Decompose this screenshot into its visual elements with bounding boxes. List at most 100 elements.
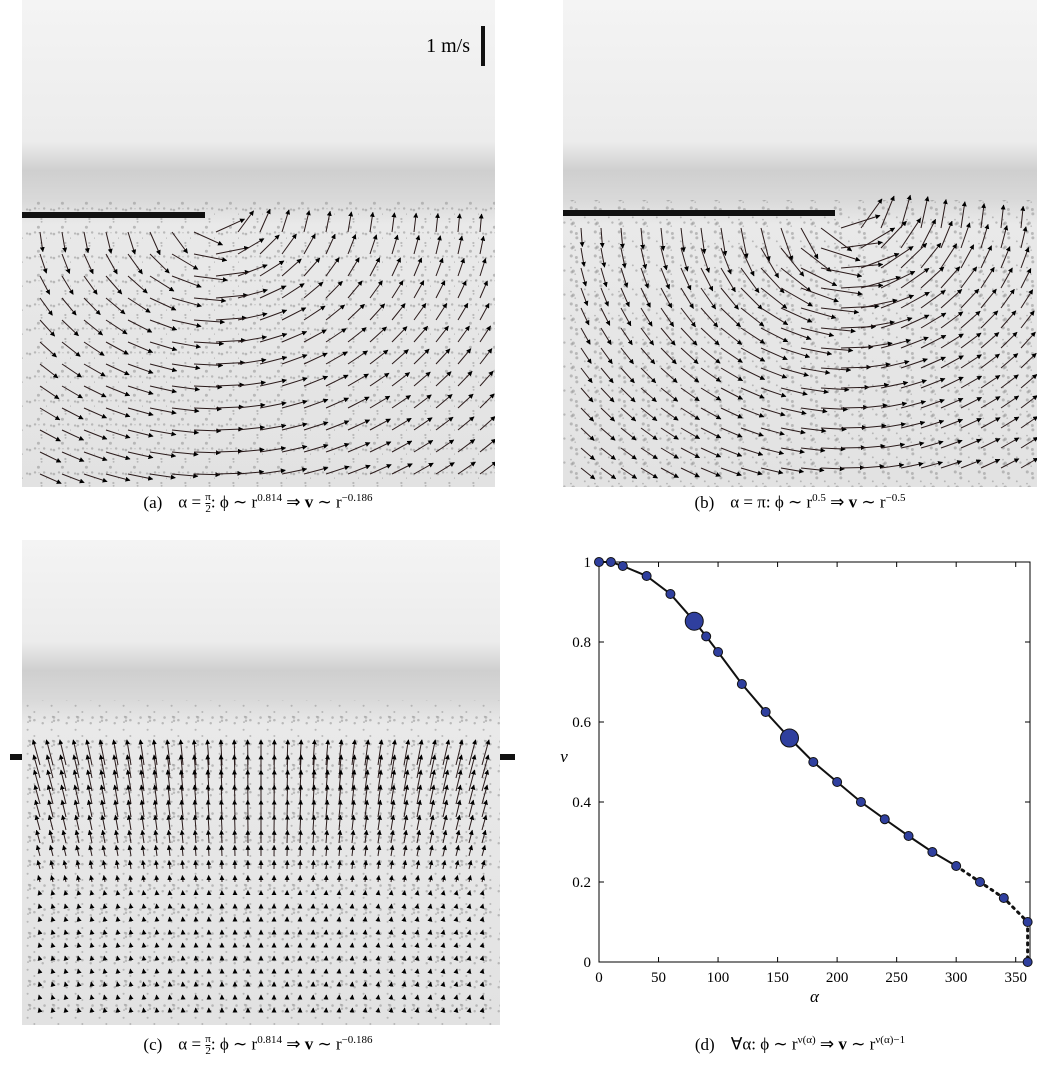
flow-arrow [179,829,185,844]
flow-arrow [620,427,637,441]
flow-arrow [920,242,942,269]
flow-arrow [479,348,493,365]
flow-arrow [453,955,459,961]
point [594,557,604,567]
flow-arrow [325,210,332,233]
flow-arrow [39,231,45,253]
flow-arrow [39,319,56,337]
flow-arrow [171,319,202,328]
flow-arrow [1000,437,1020,449]
flow-arrow [73,799,80,818]
flow-arrow [435,416,454,431]
point [736,679,747,689]
flow-arrow [127,363,154,374]
flow-arrow [440,942,446,948]
flow-arrow [1000,310,1017,329]
flow-arrow [113,814,119,831]
flow-arrow [940,397,964,409]
flow-arrow [127,859,133,870]
flow-arrow [1000,374,1019,389]
flow-arrow [362,981,368,987]
flow-arrow [620,347,634,365]
flow-arrow [100,799,106,818]
flow-arrow [281,209,291,233]
flow-arrow [457,439,476,453]
flow-arrow [39,275,51,295]
flow-arrow [860,423,887,429]
flow-arrow [58,739,67,766]
flow-arrow [680,447,701,459]
flow-arrow [760,367,788,379]
flow-arrow [128,875,134,883]
flow-arrow [427,916,433,922]
flow-arrow [298,799,304,818]
flow-arrow [455,799,462,818]
caption-text: ⇒ [815,1034,839,1054]
flow-arrow [36,875,42,883]
flow-arrow [259,260,285,277]
flow-arrow [403,829,408,844]
flow-arrow [323,859,329,870]
flow-arrow [325,280,343,299]
flow-arrow [76,929,82,935]
flow-arrow [780,307,813,323]
flow-arrow [61,829,67,844]
flow-arrow [102,968,108,974]
flow-arrow [740,247,755,277]
flow-arrow [115,942,121,948]
flow-arrow [76,916,82,922]
flow-arrow [63,955,69,961]
flow-arrow [284,799,290,818]
flow-arrow [126,814,132,831]
x-tick-label: 250 [885,970,908,986]
flow-arrow [468,784,476,805]
flow-arrow [76,994,82,1000]
flow-arrow [350,844,356,857]
flow-arrow [259,355,288,365]
caption-exponent: ν(α)−1 [875,1034,906,1046]
flow-arrow [152,799,158,818]
flow-arrow [237,402,266,409]
flow-arrow [76,955,82,961]
flow-arrow [388,875,394,883]
flow-arrow [362,916,368,922]
flow-arrow [369,211,375,233]
caption-vector: v [848,492,858,512]
flow-arrow [720,247,732,275]
flow-arrow [389,859,395,870]
flow-arrow [720,447,743,457]
flow-arrow [700,367,722,383]
flow-arrow [369,303,386,321]
point [617,561,628,571]
flow-arrow [940,460,963,469]
flow-arrow [479,955,485,962]
caption-text: ⇒ [281,492,305,512]
flow-arrow [61,319,79,337]
flow-arrow [219,829,225,844]
flow-arrow [281,283,305,299]
flow-arrow [660,267,670,290]
flow-arrow [720,327,743,345]
flow-arrow [479,461,495,475]
flow-arrow [362,994,368,1000]
flow-arrow [63,942,69,948]
flow-arrow [980,310,999,329]
flow-arrow [820,247,861,262]
flow-arrow [580,467,596,480]
x-tick-label: 150 [766,970,789,986]
flow-arrow [281,422,308,431]
flow-arrow [457,393,474,409]
flow-arrow [760,287,788,309]
flow-arrow [39,297,53,316]
flow-arrow [138,739,145,766]
flow-arrow [76,968,82,974]
flow-arrow [453,968,459,974]
flow-arrow [50,968,56,974]
flow-arrow [1000,225,1009,249]
flow-arrow [1000,416,1020,429]
flow-arrow [880,462,905,469]
flow-arrow [362,903,368,909]
flow-arrow [740,287,763,310]
flow-arrow [619,227,625,249]
flow-arrow [920,440,944,449]
